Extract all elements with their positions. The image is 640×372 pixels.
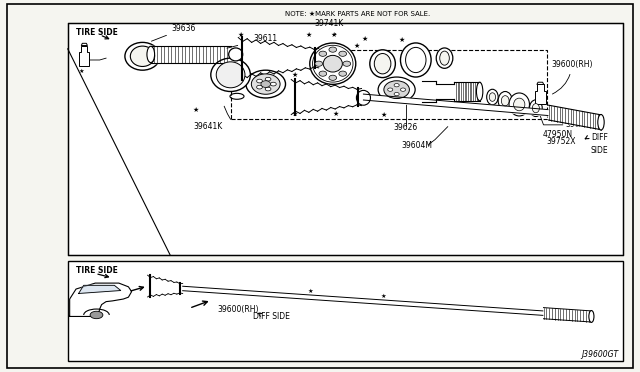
Text: 47950N: 47950N — [542, 130, 572, 140]
Circle shape — [90, 311, 103, 319]
Polygon shape — [79, 285, 121, 294]
Ellipse shape — [394, 92, 399, 96]
Polygon shape — [81, 43, 88, 45]
Text: TIRE SIDE: TIRE SIDE — [76, 266, 118, 275]
Ellipse shape — [315, 61, 323, 66]
Ellipse shape — [257, 79, 262, 83]
Ellipse shape — [329, 47, 337, 52]
Text: TIRE SIDE: TIRE SIDE — [76, 28, 118, 37]
Polygon shape — [534, 84, 546, 105]
Ellipse shape — [319, 51, 326, 56]
Text: 39752X: 39752X — [546, 137, 575, 146]
Ellipse shape — [246, 70, 285, 98]
Ellipse shape — [323, 55, 342, 72]
Ellipse shape — [319, 71, 326, 76]
Text: ★: ★ — [381, 112, 387, 118]
Text: ★: ★ — [362, 35, 368, 42]
Text: 39600(RH): 39600(RH) — [218, 305, 259, 314]
Text: 39636: 39636 — [152, 24, 196, 41]
Ellipse shape — [529, 100, 542, 116]
Text: 39600(RH): 39600(RH) — [551, 60, 593, 94]
Ellipse shape — [216, 62, 245, 88]
Ellipse shape — [265, 77, 271, 81]
Text: NOTE: ★MARK PARTS ARE NOT FOR SALE.: NOTE: ★MARK PARTS ARE NOT FOR SALE. — [285, 11, 430, 17]
Ellipse shape — [509, 93, 529, 116]
Text: ★: ★ — [354, 43, 360, 49]
Ellipse shape — [401, 43, 431, 77]
Ellipse shape — [252, 74, 280, 94]
Text: ★: ★ — [333, 110, 339, 116]
FancyBboxPatch shape — [68, 261, 623, 361]
Ellipse shape — [211, 58, 250, 92]
FancyBboxPatch shape — [7, 4, 633, 368]
Ellipse shape — [476, 82, 483, 101]
Ellipse shape — [228, 48, 243, 61]
Text: ★: ★ — [78, 69, 84, 74]
Ellipse shape — [598, 115, 604, 130]
Text: SIDE: SIDE — [591, 146, 609, 155]
Text: ★: ★ — [331, 32, 337, 38]
Ellipse shape — [147, 46, 155, 62]
Ellipse shape — [125, 42, 160, 70]
Ellipse shape — [378, 77, 415, 102]
Polygon shape — [79, 45, 90, 65]
Ellipse shape — [374, 54, 391, 74]
FancyBboxPatch shape — [68, 23, 623, 254]
Ellipse shape — [339, 51, 346, 56]
Ellipse shape — [388, 88, 393, 91]
Text: ★: ★ — [237, 32, 243, 38]
Ellipse shape — [532, 103, 540, 113]
Ellipse shape — [329, 75, 337, 80]
Ellipse shape — [271, 82, 276, 86]
Ellipse shape — [498, 92, 512, 110]
Ellipse shape — [589, 311, 594, 323]
Text: ★: ★ — [291, 73, 298, 78]
Ellipse shape — [257, 85, 262, 89]
Text: 39626: 39626 — [394, 123, 418, 132]
Ellipse shape — [265, 87, 271, 91]
Ellipse shape — [370, 50, 396, 78]
Text: ★: ★ — [193, 107, 198, 113]
Polygon shape — [537, 82, 544, 84]
Text: DIFF: DIFF — [591, 132, 607, 141]
Ellipse shape — [384, 81, 410, 99]
Ellipse shape — [514, 98, 525, 111]
Text: J39600GT: J39600GT — [582, 350, 619, 359]
Text: ★: ★ — [308, 289, 313, 294]
Ellipse shape — [310, 43, 356, 84]
Text: 39604M: 39604M — [402, 141, 433, 151]
Ellipse shape — [436, 48, 453, 68]
Text: ★: ★ — [305, 32, 312, 38]
Ellipse shape — [486, 89, 498, 105]
Ellipse shape — [394, 84, 399, 87]
Text: ★: ★ — [532, 110, 538, 115]
Text: 39741K: 39741K — [315, 19, 344, 35]
Text: ★: ★ — [291, 110, 298, 116]
Polygon shape — [70, 283, 132, 317]
Text: DIFF SIDE: DIFF SIDE — [253, 312, 290, 321]
Ellipse shape — [401, 88, 406, 91]
Text: ★: ★ — [399, 36, 405, 43]
Text: 39600F: 39600F — [566, 121, 595, 129]
Ellipse shape — [339, 71, 346, 76]
Ellipse shape — [356, 90, 371, 105]
Ellipse shape — [343, 61, 351, 66]
Ellipse shape — [489, 93, 495, 101]
Text: 39641K: 39641K — [193, 122, 223, 131]
Ellipse shape — [501, 96, 509, 106]
Ellipse shape — [261, 81, 271, 87]
Ellipse shape — [131, 46, 155, 67]
Text: 39611: 39611 — [227, 34, 277, 48]
Text: ★: ★ — [381, 294, 387, 299]
Ellipse shape — [440, 51, 449, 65]
